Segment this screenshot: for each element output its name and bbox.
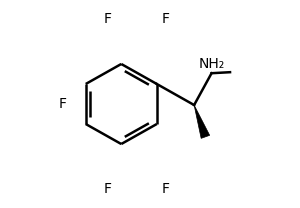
Text: F: F	[104, 182, 112, 196]
Polygon shape	[194, 105, 210, 138]
Text: F: F	[59, 97, 67, 111]
Text: F: F	[161, 12, 169, 26]
Text: F: F	[104, 12, 112, 26]
Text: F: F	[161, 182, 169, 196]
Text: NH₂: NH₂	[198, 57, 224, 71]
